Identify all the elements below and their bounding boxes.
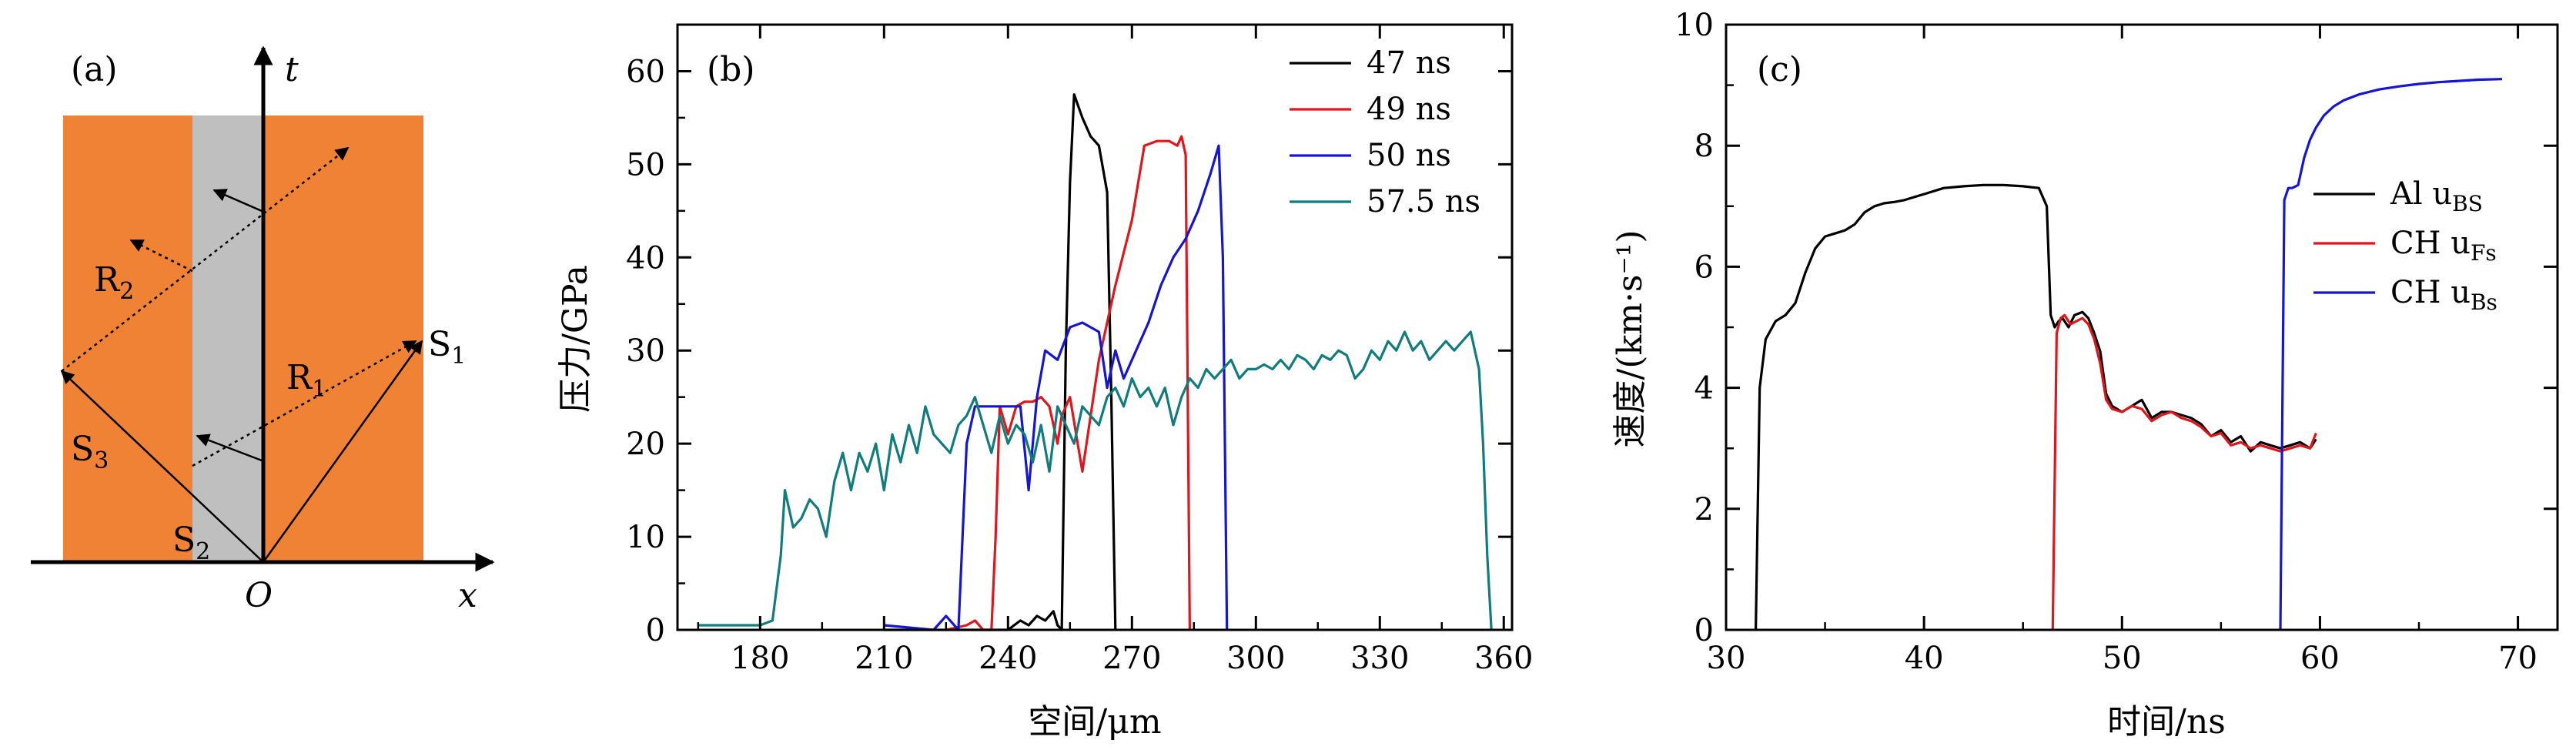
chart-c-y-tick-label-4: 8 <box>1694 129 1714 164</box>
chart-b-legend-label-0: 47 ns <box>1367 45 1451 81</box>
chart-b-y-tick-label-2: 20 <box>626 427 665 462</box>
chart-b-y-tick-label-0: 0 <box>646 613 665 648</box>
label-s2: S2 <box>172 521 210 565</box>
chart-b: (b) 空间/μm 压力/GPa 180 210 240 270 300 330 360 0 1… <box>556 23 1533 742</box>
chart-b-y-tick-label-3: 30 <box>626 333 665 369</box>
chart-c-legend-label-1: CH uFs <box>2390 226 2497 266</box>
wave-s2-s3-line <box>60 370 264 563</box>
chart-b-y-tick-label-4: 40 <box>626 240 665 276</box>
chart-c-y-tick-label-5: 10 <box>1674 8 1714 43</box>
right-material-block <box>263 116 423 562</box>
chart-c-series-line-2 <box>2279 78 2503 631</box>
chart-b-x-axis-label: 空间/μm <box>1028 702 1161 742</box>
gap-layer <box>192 116 263 562</box>
chart-b-panel-label: (b) <box>707 50 755 89</box>
label-s3: S3 <box>71 430 109 474</box>
chart-b-y-tick-label-1: 10 <box>626 520 665 555</box>
chart-c-x-tick-label-3: 60 <box>2300 641 2340 676</box>
chart-b-legend-label-1: 49 ns <box>1367 92 1451 127</box>
x-axis-label: x <box>458 576 477 615</box>
chart-b-series-line-3 <box>698 330 1493 631</box>
chart-c: (c) 时间/ns 速度/(km·s⁻¹) 30 40 50 60 70 0 2 4 6 8 10 A… <box>1611 8 2559 742</box>
interface-arrow-lower <box>196 434 263 462</box>
chart-c-panel-label: (c) <box>1757 50 1802 89</box>
left-material-block <box>63 116 192 562</box>
chart-b-x-tick-label-5: 330 <box>1350 641 1409 676</box>
origin-label: O <box>245 576 273 615</box>
chart-b-series-line-0 <box>884 93 1117 631</box>
chart-c-x-tick-label-0: 30 <box>1707 641 1746 676</box>
chart-c-x-tick-label-4: 70 <box>2498 641 2538 676</box>
t-axis-label: t <box>285 50 299 89</box>
chart-b-series-line-1 <box>945 135 1191 631</box>
chart-c-series-line-0 <box>1755 183 2317 631</box>
chart-c-y-tick-label-3: 6 <box>1694 249 1714 285</box>
chart-b-legend-label-2: 50 ns <box>1367 138 1451 173</box>
chart-b-x-tick-label-4: 300 <box>1226 641 1285 676</box>
chart-c-plot-frame <box>1725 23 2559 631</box>
chart-b-legend-label-3: 57.5 ns <box>1367 184 1480 219</box>
chart-b-series-line-2 <box>884 144 1229 631</box>
label-s1: S1 <box>428 325 466 370</box>
chart-c-y-tick-label-0: 0 <box>1694 613 1714 648</box>
chart-c-x-axis-label: 时间/ns <box>2107 702 2226 742</box>
chart-b-plot-frame <box>676 23 1514 631</box>
panel-a-label: (a) <box>71 50 118 89</box>
label-r2: R2 <box>94 260 134 305</box>
wave-r1-line <box>192 340 417 467</box>
wave-s1-line <box>262 340 423 563</box>
chart-c-legend-label-0: Al uBS <box>2390 176 2483 216</box>
chart-c-x-tick-label-1: 40 <box>1905 641 1944 676</box>
chart-c-y-axis-label: 速度/(km·s⁻¹) <box>1611 230 1650 448</box>
chart-b-x-tick-label-2: 240 <box>979 641 1037 676</box>
chart-b-x-tick-label-1: 210 <box>855 641 913 676</box>
chart-c-y-tick-label-2: 4 <box>1694 371 1714 407</box>
chart-c-y-tick-label-1: 2 <box>1694 492 1714 527</box>
wave-reflect-line <box>61 146 350 372</box>
chart-b-x-tick-label-3: 270 <box>1102 641 1161 676</box>
chart-c-series-line-1 <box>2051 313 2317 631</box>
label-r1: R1 <box>286 358 326 403</box>
chart-c-x-tick-label-2: 50 <box>2103 641 2142 676</box>
wave-r2-line <box>129 239 193 273</box>
interface-arrow-upper <box>212 189 263 213</box>
chart-b-y-tick-label-5: 50 <box>626 147 665 182</box>
chart-c-legend-label-2: CH uBs <box>2390 275 2497 315</box>
chart-b-y-tick-label-6: 60 <box>626 54 665 89</box>
chart-b-y-axis-label: 压力/GPa <box>556 265 595 413</box>
chart-b-x-tick-label-0: 180 <box>731 641 789 676</box>
chart-b-x-tick-label-6: 360 <box>1474 641 1533 676</box>
panel-a-diagram: (a) t x O S1 S2 S3 R1 R2 <box>31 45 495 615</box>
